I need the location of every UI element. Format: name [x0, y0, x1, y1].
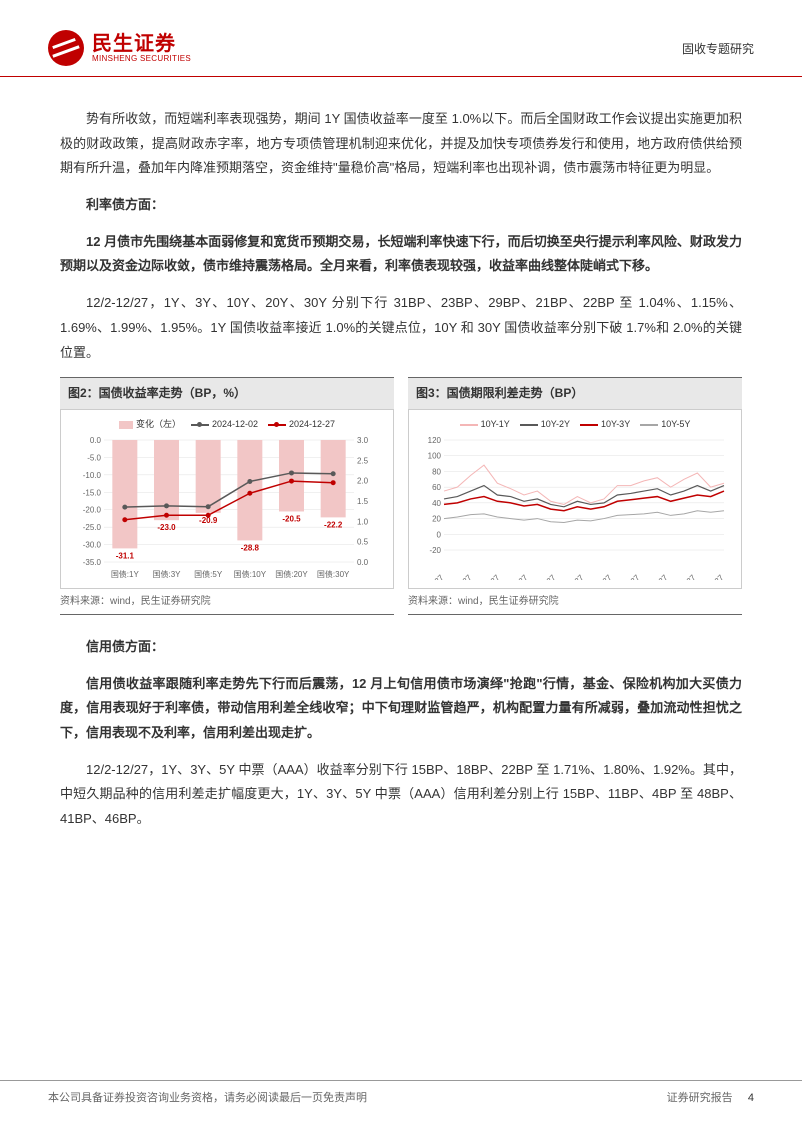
svg-text:40: 40	[432, 499, 441, 508]
svg-text:-20.5: -20.5	[282, 515, 301, 524]
content: 势有所收敛，而短端利率表现强势，期间 1Y 国债收益率一度至 1.0%以下。而后…	[0, 77, 802, 864]
svg-text:-15.0: -15.0	[83, 488, 102, 497]
chart-2-svg: -35.0 -30.0 -25.0 -20.0 -15.0 -10.0 -5.0 0.0 0.0…	[65, 435, 389, 580]
svg-text:-35.0: -35.0	[83, 558, 102, 567]
footer-disclaimer: 本公司具备证券投资咨询业务资格，请务必阅读最后一页免责声明	[48, 1089, 367, 1105]
svg-text:0.5: 0.5	[357, 538, 369, 547]
legend-line2-label: 2024-12-27	[289, 416, 335, 433]
svg-text:国债:3Y: 国债:3Y	[152, 569, 181, 579]
chart-2-legend: 变化（左） 2024-12-02 2024-12-27	[65, 414, 389, 435]
svg-text:60: 60	[432, 483, 441, 492]
svg-text:国债:30Y: 国债:30Y	[317, 569, 350, 579]
svg-text:-22.2: -22.2	[324, 520, 343, 529]
svg-text:0: 0	[437, 530, 442, 539]
logo-block: 民生证券 MINSHENG SECURITIES	[48, 30, 191, 66]
heading-credit: 信用债方面：	[60, 635, 742, 660]
logo-en: MINSHENG SECURITIES	[92, 55, 191, 64]
legend-bar-label: 变化（左）	[136, 416, 181, 433]
svg-text:-20.0: -20.0	[83, 506, 102, 515]
svg-text:国债:5Y: 国债:5Y	[194, 569, 223, 579]
chart-2-area: 变化（左） 2024-12-02 2024-12-27 -35.0 -30.0 -2…	[60, 409, 394, 589]
legend-line2: 2024-12-27	[268, 416, 335, 433]
page-header: 民生证券 MINSHENG SECURITIES 固收专题研究	[0, 0, 802, 77]
svg-text:0.0: 0.0	[90, 436, 102, 445]
svg-text:国债:1Y: 国债:1Y	[111, 569, 140, 579]
chart-2-source: 资料来源：wind，民生证券研究院	[60, 589, 394, 615]
chart-3-svg: -200204060801001202023-04-272023-06-2720…	[413, 435, 737, 580]
svg-text:-30.0: -30.0	[83, 541, 102, 550]
legend-s2-label: 10Y-2Y	[541, 416, 570, 433]
paragraph-4: 信用债收益率跟随利率走势先下行而后震荡，12 月上旬信用债市场演绎"抢跑"行情，…	[60, 672, 742, 746]
svg-text:0.0: 0.0	[357, 558, 369, 567]
paragraph-3: 12/2-12/27，1Y、3Y、10Y、20Y、30Y 分别下行 31BP、2…	[60, 291, 742, 365]
logo-text: 民生证券 MINSHENG SECURITIES	[92, 33, 191, 64]
legend-s2: 10Y-2Y	[520, 416, 570, 433]
svg-text:-10.0: -10.0	[83, 471, 102, 480]
legend-line1-label: 2024-12-02	[212, 416, 258, 433]
chart-3-title: 图3：国债期限利差走势（BP）	[408, 377, 742, 409]
legend-line1: 2024-12-02	[191, 416, 258, 433]
legend-s3-label: 10Y-3Y	[601, 416, 630, 433]
legend-s1: 10Y-1Y	[460, 416, 510, 433]
svg-text:2.0: 2.0	[357, 477, 369, 486]
charts-row: 图2：国债收益率走势（BP，%） 变化（左） 2024-12-02 2024-1…	[60, 377, 742, 615]
svg-text:80: 80	[432, 468, 441, 477]
footer-right: 证券研究报告 4	[667, 1089, 754, 1105]
svg-text:2023-04-27: 2023-04-27	[413, 573, 446, 580]
svg-text:1.5: 1.5	[357, 497, 369, 506]
svg-text:-20: -20	[429, 546, 441, 555]
svg-text:2.5: 2.5	[357, 456, 369, 465]
chart-3-block: 图3：国债期限利差走势（BP） 10Y-1Y 10Y-2Y 10Y-3Y 10Y…	[408, 377, 742, 615]
svg-text:20: 20	[432, 515, 441, 524]
legend-s3: 10Y-3Y	[580, 416, 630, 433]
svg-text:3.0: 3.0	[357, 436, 369, 445]
legend-s1-label: 10Y-1Y	[481, 416, 510, 433]
paragraph-5: 12/2-12/27，1Y、3Y、5Y 中票（AAA）收益率分别下行 15BP、…	[60, 758, 742, 832]
chart-3-area: 10Y-1Y 10Y-2Y 10Y-3Y 10Y-5Y -20 0 20 40 60 80…	[408, 409, 742, 589]
paragraph-1: 势有所收敛，而短端利率表现强势，期间 1Y 国债收益率一度至 1.0%以下。而后…	[60, 107, 742, 181]
chart-2-title: 图2：国债收益率走势（BP，%）	[60, 377, 394, 409]
chart-3-legend: 10Y-1Y 10Y-2Y 10Y-3Y 10Y-5Y	[413, 414, 737, 435]
logo-cn: 民生证券	[92, 33, 191, 55]
page-number: 4	[748, 1092, 754, 1104]
legend-bar: 变化（左）	[119, 416, 181, 433]
svg-text:120: 120	[428, 436, 442, 445]
chart-3-source: 资料来源：wind，民生证券研究院	[408, 589, 742, 615]
svg-text:-28.8: -28.8	[241, 543, 260, 552]
page-footer: 本公司具备证券投资咨询业务资格，请务必阅读最后一页免责声明 证券研究报告 4	[0, 1080, 802, 1105]
svg-text:-31.1: -31.1	[116, 551, 135, 560]
paragraph-2: 12 月债市先围绕基本面弱修复和宽货币预期交易，长短端利率快速下行，而后切换至央…	[60, 230, 742, 279]
svg-text:国债:20Y: 国债:20Y	[275, 569, 308, 579]
legend-s4: 10Y-5Y	[640, 416, 690, 433]
svg-text:-23.0: -23.0	[157, 523, 176, 532]
legend-s4-label: 10Y-5Y	[661, 416, 690, 433]
svg-text:-5.0: -5.0	[87, 454, 101, 463]
footer-report-type: 证券研究报告	[667, 1092, 733, 1104]
svg-text:1.0: 1.0	[357, 517, 369, 526]
heading-rates: 利率债方面：	[60, 193, 742, 218]
svg-text:国债:10Y: 国债:10Y	[234, 569, 267, 579]
header-category: 固收专题研究	[682, 40, 754, 57]
logo-icon	[48, 30, 84, 66]
svg-text:100: 100	[428, 452, 442, 461]
svg-text:-25.0: -25.0	[83, 523, 102, 532]
chart-2-block: 图2：国债收益率走势（BP，%） 变化（左） 2024-12-02 2024-1…	[60, 377, 394, 615]
